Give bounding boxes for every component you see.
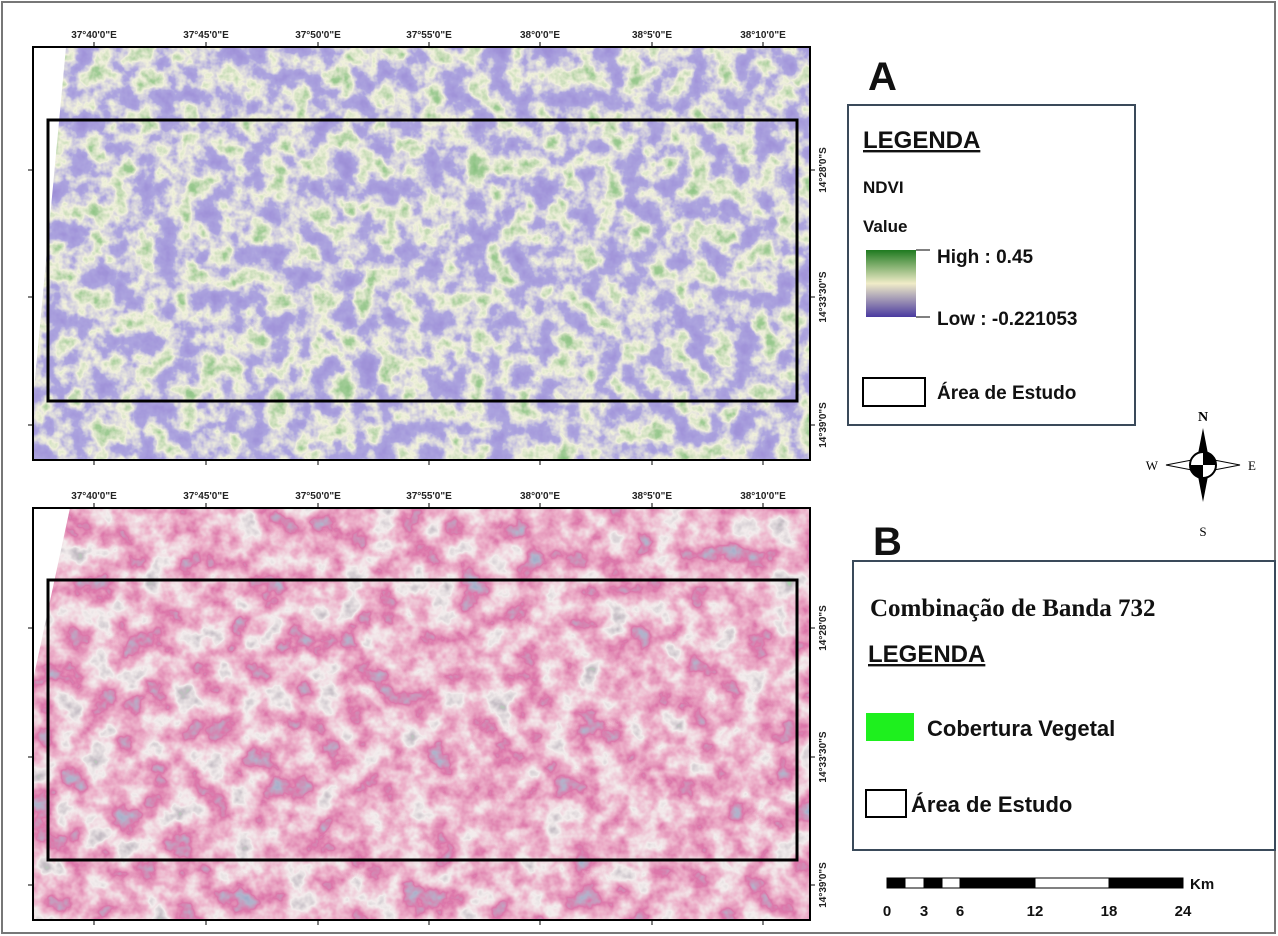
top-coordinate-label: 38°0'0"E: [520, 30, 560, 41]
scale-label: 24: [1175, 903, 1192, 920]
top-coordinate-label: 38°5'0"E: [632, 491, 672, 502]
top-coordinate-label: 37°50'0"E: [295, 491, 341, 502]
panel-label: B: [873, 520, 902, 564]
right-coordinate-label: 14°39'0"S: [818, 402, 829, 448]
scale-segment: [1108, 877, 1184, 889]
map-frame: [32, 46, 811, 461]
compass-n: N: [1198, 410, 1208, 425]
top-coordinate-label: 37°50'0"E: [295, 30, 341, 41]
north-arrow: N S W E: [1146, 410, 1256, 539]
top-coordinate-label: 37°45'0"E: [183, 30, 229, 41]
legend-high: High : 0.45: [937, 247, 1034, 268]
legend-study-symbol: [865, 789, 907, 818]
map-frame: [32, 507, 811, 921]
legend-title: LEGENDA: [863, 127, 980, 154]
legend-field: Value: [863, 217, 907, 236]
legend-vegetation: Cobertura Vegetal: [927, 716, 1115, 741]
scale-segment: [923, 877, 943, 889]
top-coordinate-label: 37°45'0"E: [183, 491, 229, 502]
scale-unit: Km: [1190, 876, 1214, 893]
compass-w: W: [1146, 458, 1159, 473]
top-coordinate-label: 37°55'0"E: [406, 491, 452, 502]
scale-segment: [941, 877, 961, 889]
scale-label: 0: [883, 903, 891, 920]
legend-study-area: Área de Estudo: [937, 382, 1076, 404]
legend-vegetation-symbol: [866, 713, 914, 741]
scale-segment: [1034, 877, 1110, 889]
legend-study-symbol: [862, 377, 926, 407]
top-coordinate-label: 38°10'0"E: [740, 30, 786, 41]
top-coordinate-label: 38°0'0"E: [520, 491, 560, 502]
scale-segment: [959, 877, 1036, 889]
legend-low: Low : -0.221053: [937, 309, 1077, 330]
compass-s: S: [1199, 524, 1206, 539]
scale-segment: [886, 877, 906, 889]
ndvi-raster: [33, 47, 810, 460]
right-coordinate-label: 14°39'0"S: [818, 862, 829, 908]
top-coordinate-label: 38°5'0"E: [632, 30, 672, 41]
legend-study-area: Área de Estudo: [911, 792, 1072, 817]
legend-title: LEGENDA: [868, 641, 985, 668]
compass-e: E: [1248, 458, 1256, 473]
scale-segment: [904, 877, 925, 889]
study-area: [46, 578, 799, 862]
scale-label: 12: [1027, 903, 1044, 920]
panel-label: A: [868, 55, 897, 99]
top-coordinate-label: 38°10'0"E: [740, 491, 786, 502]
top-coordinate-label: 37°55'0"E: [406, 30, 452, 41]
study-area: [46, 118, 799, 403]
scale-label: 18: [1101, 903, 1118, 920]
scale-label: 3: [920, 903, 928, 920]
right-coordinate-label: 14°28'0"S: [818, 605, 829, 651]
scale-label: 6: [956, 903, 964, 920]
legend-layer: NDVI: [863, 178, 904, 197]
top-coordinate-label: 37°40'0"E: [71, 30, 117, 41]
legend-box: [852, 560, 1276, 851]
color-ramp: [866, 250, 916, 317]
right-coordinate-label: 14°28'0"S: [818, 147, 829, 193]
right-coordinate-label: 14°33'30"S: [818, 271, 829, 322]
legend-heading: Combinação de Banda 732: [870, 595, 1155, 622]
right-coordinate-label: 14°33'30"S: [818, 731, 829, 782]
band-composite-raster: [33, 508, 810, 920]
top-coordinate-label: 37°40'0"E: [71, 491, 117, 502]
